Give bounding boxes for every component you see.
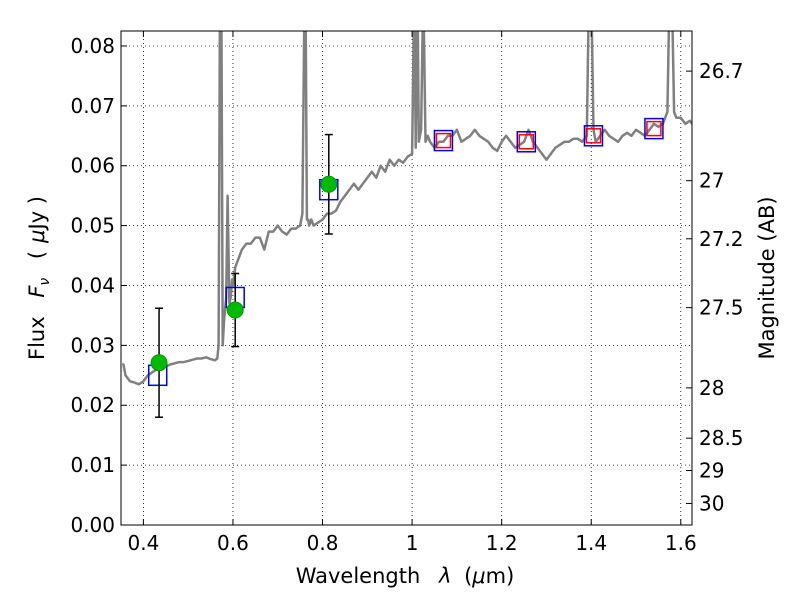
x-tick-label: 1.6 bbox=[665, 531, 697, 555]
y-axis-label-text: Flux bbox=[25, 316, 49, 360]
observed-photometry-point bbox=[320, 175, 338, 193]
x-tick-label: 1 bbox=[406, 531, 419, 555]
plot-frame bbox=[120, 30, 693, 526]
x-axis-label-symbol: λ bbox=[438, 564, 451, 588]
model-photometry-square bbox=[433, 129, 454, 152]
x-axis-unit-open: ( bbox=[464, 564, 472, 588]
y-axis-unit-mu: μ bbox=[25, 229, 49, 243]
y2-tick-label: 26.7 bbox=[699, 59, 744, 83]
y-tick-label: 0.02 bbox=[70, 393, 115, 417]
y2-tick-label: 28.5 bbox=[699, 426, 744, 450]
y2-tick-label: 29 bbox=[699, 459, 724, 483]
axis-ticks bbox=[121, 31, 692, 526]
model-photometry-square bbox=[644, 117, 664, 140]
y2-tick-label: 30 bbox=[699, 491, 724, 515]
y-tick-label: 0.05 bbox=[70, 214, 115, 238]
y-axis-label: Flux Fν ( μJy ) bbox=[25, 196, 54, 360]
observed-band-square bbox=[646, 120, 662, 137]
y-tick-label: 0.03 bbox=[70, 333, 115, 357]
y-axis-unit-open: ( bbox=[25, 251, 49, 259]
observed-band-square bbox=[585, 128, 602, 144]
x-axis-label-text: Wavelength bbox=[296, 564, 421, 588]
y2-tick-label: 27.2 bbox=[699, 227, 744, 251]
x-axis-label: Wavelength λ (μm) bbox=[296, 564, 515, 588]
model-sed-line bbox=[121, 31, 692, 386]
observed-band-square bbox=[518, 134, 535, 150]
x-tick-label: 0.8 bbox=[307, 531, 339, 555]
y2-axis-label: Magnitude (AB) bbox=[755, 196, 779, 359]
x-axis-unit-rest: m) bbox=[486, 564, 515, 588]
y2-tick-label: 27 bbox=[699, 169, 724, 193]
x-tick-label: 1.4 bbox=[575, 531, 607, 555]
y2-tick-label: 28 bbox=[699, 376, 724, 400]
y-tick-label: 0.07 bbox=[70, 94, 115, 118]
y-axis-unit-rest: Jy ) bbox=[25, 196, 49, 232]
y-axis-label-symbol: F bbox=[25, 285, 49, 298]
y-tick-label: 0.01 bbox=[70, 453, 115, 477]
y2-tick-label: 27.5 bbox=[699, 296, 744, 320]
axis-tick-labels: 0.4 0.6 0.8 1 1.2 1.4 1.6 0.00 0.01 0.02 0.03 0.04 0… bbox=[70, 34, 743, 555]
y-axis-label-subscript: ν bbox=[37, 278, 53, 286]
x-tick-label: 0.6 bbox=[217, 531, 249, 555]
plot-area bbox=[121, 31, 692, 418]
x-tick-label: 1.2 bbox=[486, 531, 518, 555]
y-tick-label: 0.00 bbox=[70, 513, 115, 537]
model-photometry-square bbox=[516, 131, 537, 153]
observed-photometry-point bbox=[226, 301, 244, 319]
x-tick-label: 0.4 bbox=[127, 531, 159, 555]
observed-band-square bbox=[435, 132, 452, 149]
y-tick-label: 0.06 bbox=[70, 154, 115, 178]
x-axis-unit-mu: μ bbox=[471, 564, 485, 588]
model-photometry-square bbox=[583, 125, 604, 147]
y-tick-label: 0.04 bbox=[70, 273, 115, 297]
y-tick-label: 0.08 bbox=[70, 34, 115, 58]
observed-photometry-point bbox=[150, 354, 168, 372]
